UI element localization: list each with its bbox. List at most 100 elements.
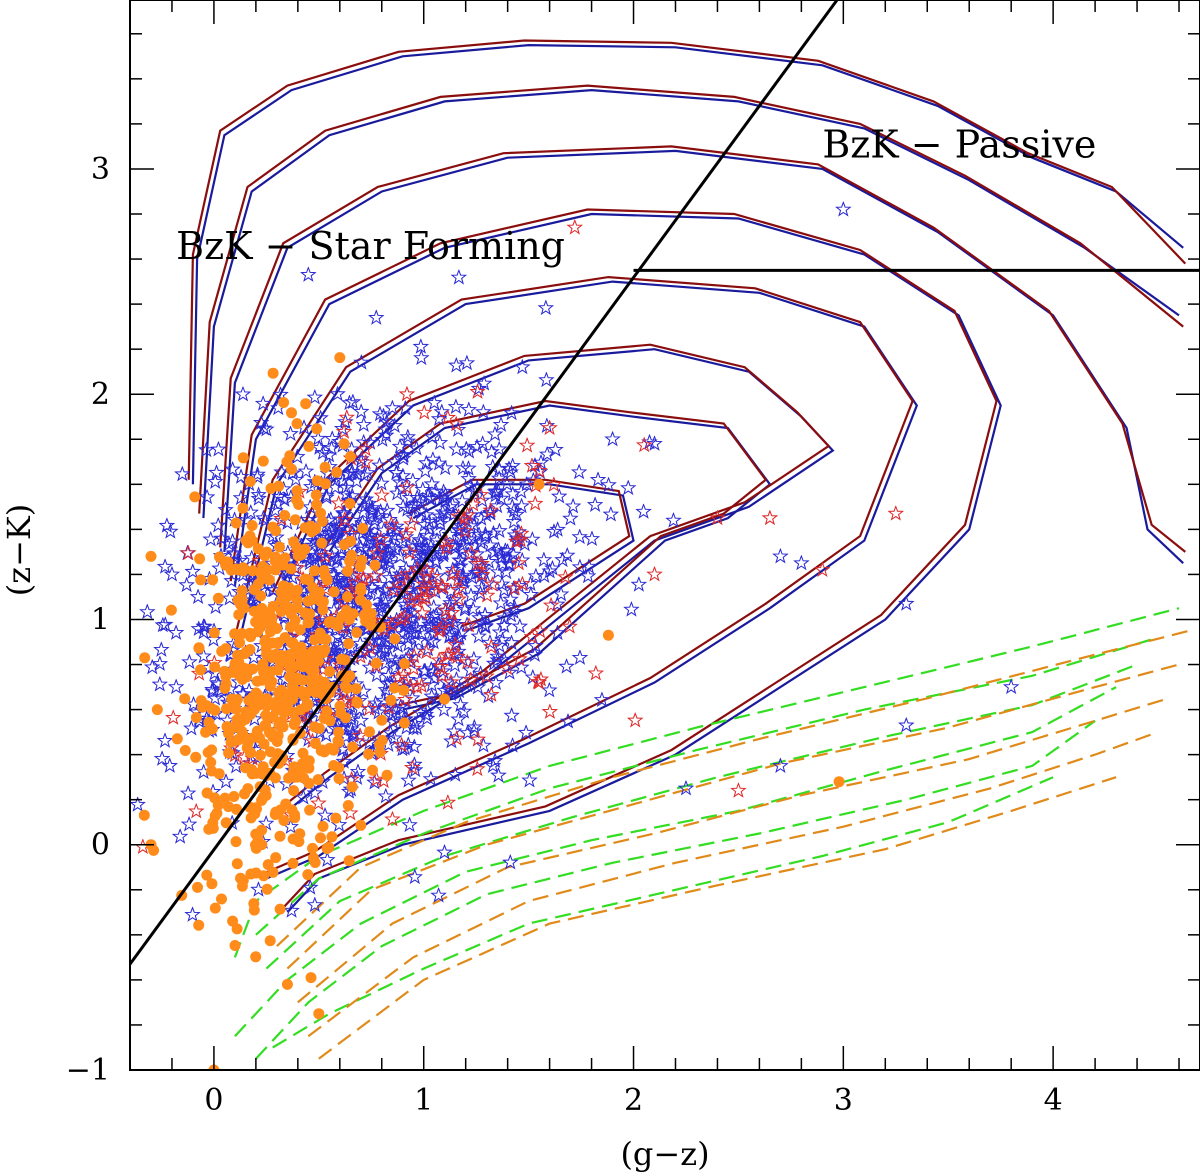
orange-dots-point: [237, 875, 249, 886]
model-blue-contour-3: [223, 149, 1184, 564]
orange-dots-point: [281, 456, 293, 468]
orange-dots-point: [293, 836, 305, 848]
orange-dots-point: [209, 661, 221, 673]
blue-stars-point: [110, 664, 124, 677]
orange-dots-point: [285, 621, 297, 633]
orange-dots-point: [279, 552, 291, 564]
orange-dots-point: [340, 712, 352, 724]
blue-stars-point: [100, 444, 114, 457]
orange-dots-point: [367, 764, 378, 776]
orange-dots-point: [238, 602, 250, 614]
orange-dots-point: [286, 407, 297, 419]
orange-dots-point: [206, 723, 218, 735]
orange-dots-point: [298, 660, 309, 672]
orange-dots-point: [216, 645, 228, 657]
orange-dots-point: [312, 655, 324, 667]
orange-dots-point: [206, 878, 218, 890]
orange-dots-point: [304, 804, 316, 816]
orange-dots-point: [270, 551, 281, 563]
orange-dots-point: [240, 713, 252, 725]
orange-dots-point: [333, 726, 345, 738]
local-orange-dashed-contour-5: [318, 776, 1117, 1060]
orange-dots-point: [237, 729, 249, 741]
orange-dots-point: [389, 633, 401, 645]
model-red-contour-2: [198, 84, 1184, 514]
orange-dots-point: [193, 642, 205, 654]
local-green-dashed-contour-4: [234, 686, 1117, 1037]
orange-dots-point: [257, 761, 269, 773]
orange-dots-point: [311, 499, 323, 511]
contour-layer: [187, 39, 1190, 1060]
orange-dots-point: [376, 734, 388, 746]
orange-dots-point: [303, 777, 315, 789]
orange-dots-point: [317, 604, 329, 616]
orange-dots-point: [311, 423, 323, 435]
blue-stars-point: [115, 743, 129, 756]
scatter-layer: [100, 201, 1019, 1070]
orange-dots-point: [220, 817, 232, 829]
orange-dots-point: [229, 940, 241, 951]
x-tick-label: 4: [1044, 1083, 1063, 1118]
orange-dots-point: [338, 539, 350, 551]
orange-dots-point: [227, 694, 239, 705]
orange-dots-point: [289, 717, 301, 729]
blue-stars-point: [112, 764, 126, 777]
orange-dots-point: [237, 502, 249, 514]
orange-dots-point: [271, 736, 283, 747]
orange-dots-point: [345, 451, 356, 463]
orange-dots-point: [254, 749, 266, 761]
orange-dots-point: [190, 751, 202, 763]
orange-dots-point: [316, 515, 328, 527]
orange-dots-point: [261, 883, 273, 895]
annotation-1: BzK − Passive: [822, 123, 1096, 167]
orange-dots-point: [344, 498, 356, 509]
model-blue-contour-2: [202, 88, 1180, 519]
orange-dots-point: [287, 637, 299, 649]
orange-dots-point: [248, 704, 260, 716]
orange-dots-point: [267, 521, 279, 533]
y-tick-label: −1: [66, 1053, 110, 1088]
orange-dots-point: [264, 746, 276, 758]
local-green-dashed-contour-1: [233, 607, 1180, 958]
orange-dots-point: [365, 608, 377, 620]
orange-dots-point: [351, 697, 363, 709]
orange-dots-point: [333, 773, 345, 785]
orange-dots-point: [309, 857, 321, 868]
orange-dots-point: [307, 671, 318, 683]
orange-dots-point: [342, 591, 353, 603]
orange-dots-point: [310, 489, 322, 501]
orange-dots-point: [244, 627, 256, 639]
y-axis-label: (z−K): [0, 504, 38, 597]
orange-dots-point: [267, 600, 279, 612]
local-orange-dashed-contour-4: [307, 731, 1159, 1038]
orange-dots-point: [278, 707, 290, 719]
orange-dots-point: [195, 574, 207, 586]
orange-dots-point: [264, 935, 276, 947]
orange-dots-point: [250, 951, 262, 963]
orange-dots-point: [312, 774, 324, 786]
orange-dots-point: [388, 682, 400, 694]
model-red-contour-3: [219, 145, 1186, 553]
orange-dots-point: [231, 714, 243, 726]
orange-dots-point: [151, 704, 163, 716]
orange-dots-point: [213, 768, 225, 780]
annotation-layer: BzK − Passive BzK − Star Forming: [176, 123, 1096, 268]
local-orange-dashed-contour-2: [286, 663, 1180, 970]
y-tick-label: 1: [91, 602, 110, 637]
orange-dots-point: [257, 455, 269, 467]
orange-dots-point: [202, 747, 214, 758]
orange-dots-point: [239, 762, 251, 774]
orange-dots-point: [291, 485, 303, 497]
x-tick-label: 2: [624, 1083, 643, 1118]
orange-dots-point: [319, 461, 331, 473]
orange-dots-point: [223, 747, 235, 759]
orange-dots-point: [298, 689, 310, 701]
orange-dots-point: [233, 656, 245, 668]
orange-dots-point: [207, 574, 219, 586]
orange-dots-point: [398, 717, 410, 729]
orange-dots-point: [344, 670, 356, 682]
orange-dots-point: [286, 659, 298, 671]
orange-dots-point: [257, 791, 269, 803]
orange-dots-point: [230, 836, 242, 848]
orange-dots-point: [351, 627, 363, 638]
